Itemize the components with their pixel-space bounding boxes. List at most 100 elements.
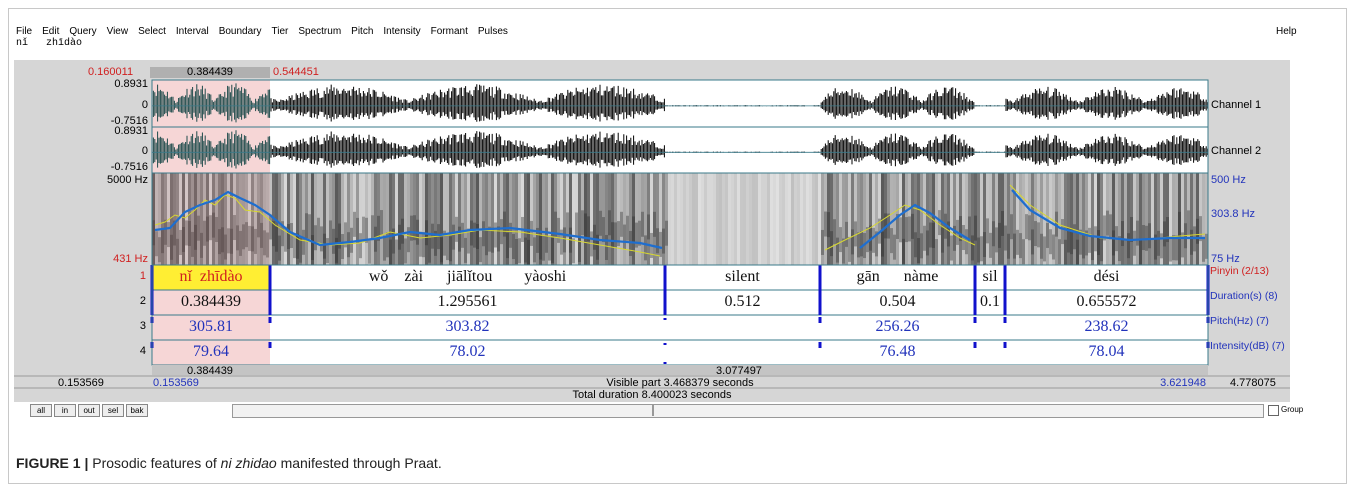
spectrogram-band	[1178, 212, 1181, 237]
tier-interval[interactable]: 238.62	[1005, 318, 1208, 336]
spectrogram-band	[659, 232, 662, 257]
spectrogram-band	[1121, 221, 1124, 246]
scrollbar[interactable]	[232, 404, 1264, 418]
spectrogram-band	[683, 173, 686, 265]
tier-interval[interactable]: 303.82	[270, 318, 665, 336]
spectrogram-band	[275, 227, 278, 252]
spectrogram-band	[422, 232, 425, 257]
spectrogram-band	[371, 215, 374, 240]
spectrogram-band	[317, 218, 320, 243]
spectrogram-band	[530, 173, 533, 265]
spectrogram-band	[761, 173, 764, 265]
tier-interval[interactable]: 79.64	[152, 343, 270, 361]
spectrogram-band	[785, 173, 788, 265]
spectrogram-band	[716, 173, 719, 265]
spectrogram-band	[995, 227, 998, 252]
spectrogram-band	[812, 173, 815, 265]
spectrogram-band	[542, 236, 545, 261]
tier-interval[interactable]: 0.384439	[152, 293, 270, 311]
tier-interval[interactable]: sil	[975, 268, 1005, 286]
group-label: Group	[1281, 405, 1303, 414]
spectrogram-band	[749, 173, 752, 265]
group-checkbox[interactable]	[1268, 405, 1279, 416]
spectrogram-band	[389, 240, 392, 265]
tier-interval[interactable]: dési	[1005, 268, 1208, 286]
spectrogram-band	[440, 237, 443, 262]
spectrogram-band	[950, 236, 953, 261]
tier-interval[interactable]: 0.655572	[1005, 293, 1208, 311]
tier-interval[interactable]: 1.295561	[270, 293, 665, 311]
spectrogram-band	[1202, 237, 1205, 262]
spectrogram-band	[347, 232, 350, 257]
spectrogram-band	[404, 238, 407, 263]
spectrogram-band	[1163, 221, 1166, 246]
spectrogram-band	[455, 217, 458, 242]
spectrogram-band	[479, 237, 482, 262]
spectrogram-band	[308, 214, 311, 239]
spectrogram-band	[623, 173, 626, 265]
spectrogram-band	[1058, 239, 1061, 264]
spectrogram-band	[1160, 233, 1163, 258]
spectrogram-band	[737, 173, 740, 265]
spectrogram-top: 5000 Hz	[70, 174, 148, 186]
spectrogram-band	[842, 239, 845, 264]
visible-end: 3.621948	[1100, 377, 1206, 389]
tier-interval[interactable]: 0.504	[820, 293, 975, 311]
spectrogram-band	[779, 173, 782, 265]
spectrogram-band	[314, 173, 317, 265]
spectrogram-band	[353, 212, 356, 237]
spectrogram-band	[1130, 217, 1133, 242]
tier-interval[interactable]: nǐ zhīdào	[152, 268, 270, 286]
spectrogram-band	[1034, 221, 1037, 246]
spectrogram-band	[818, 173, 821, 265]
zoom-button[interactable]: bak	[126, 404, 148, 417]
spectrogram-band	[1088, 228, 1091, 253]
zoom-button[interactable]: out	[78, 404, 100, 417]
spectrogram-band	[452, 225, 455, 250]
tier-number: 3	[100, 320, 146, 332]
tier-interval[interactable]: 78.02	[270, 343, 665, 361]
tier-interval[interactable]: 76.48	[820, 343, 975, 361]
spectrogram-band	[1139, 239, 1142, 264]
tier-interval[interactable]: 305.81	[152, 318, 270, 336]
spectrogram-band	[362, 217, 365, 242]
channel-label: Channel 1	[1211, 99, 1261, 111]
tier-interval[interactable]: gān nàme	[820, 268, 975, 286]
pitch-mid: 303.8 Hz	[1211, 208, 1255, 220]
tier-interval[interactable]: 256.26	[820, 318, 975, 336]
spectrogram-band	[323, 234, 326, 259]
spectrogram-band	[1151, 240, 1154, 265]
spectrogram-band	[923, 226, 926, 251]
zoom-button[interactable]: all	[30, 404, 52, 417]
spectrogram-band	[491, 228, 494, 253]
selection-duration-bottom: 0.384439	[150, 365, 270, 377]
spectrogram-band	[494, 223, 497, 248]
spectrogram-band	[380, 210, 383, 235]
spectrogram-band	[1040, 234, 1043, 259]
spectrogram-band	[437, 173, 440, 265]
scroll-thumb[interactable]	[652, 405, 654, 416]
spectrogram-band	[1070, 229, 1073, 254]
tier-interval[interactable]: 0.512	[665, 293, 820, 311]
visible-part: Visible part 3.468379 seconds	[152, 377, 1208, 389]
spectrogram-band	[494, 173, 497, 265]
tier-interval[interactable]: silent	[665, 268, 820, 286]
spectrogram-band	[482, 221, 485, 246]
spectrogram-band	[989, 233, 992, 258]
spectrogram-band	[647, 214, 650, 239]
spectrogram-band	[617, 173, 620, 265]
spectrogram-band	[1061, 219, 1064, 244]
tier-interval[interactable]: 0.1	[975, 293, 1005, 311]
zoom-button[interactable]: sel	[102, 404, 124, 417]
spectrogram-band	[977, 238, 980, 263]
amplitude-max: 0.8931	[70, 125, 148, 137]
spectrogram-band	[956, 173, 959, 265]
tier-interval[interactable]: 78.04	[1005, 343, 1208, 361]
spectrogram-band	[506, 233, 509, 258]
spectrogram-band	[1163, 173, 1166, 265]
spectrogram-band	[278, 236, 281, 261]
scroll-arrow[interactable]	[1262, 404, 1268, 416]
tier-interval[interactable]: wǒ zài jiālǐtou yàoshi	[270, 268, 665, 286]
zoom-button[interactable]: in	[54, 404, 76, 417]
spectrogram-band	[728, 173, 731, 265]
